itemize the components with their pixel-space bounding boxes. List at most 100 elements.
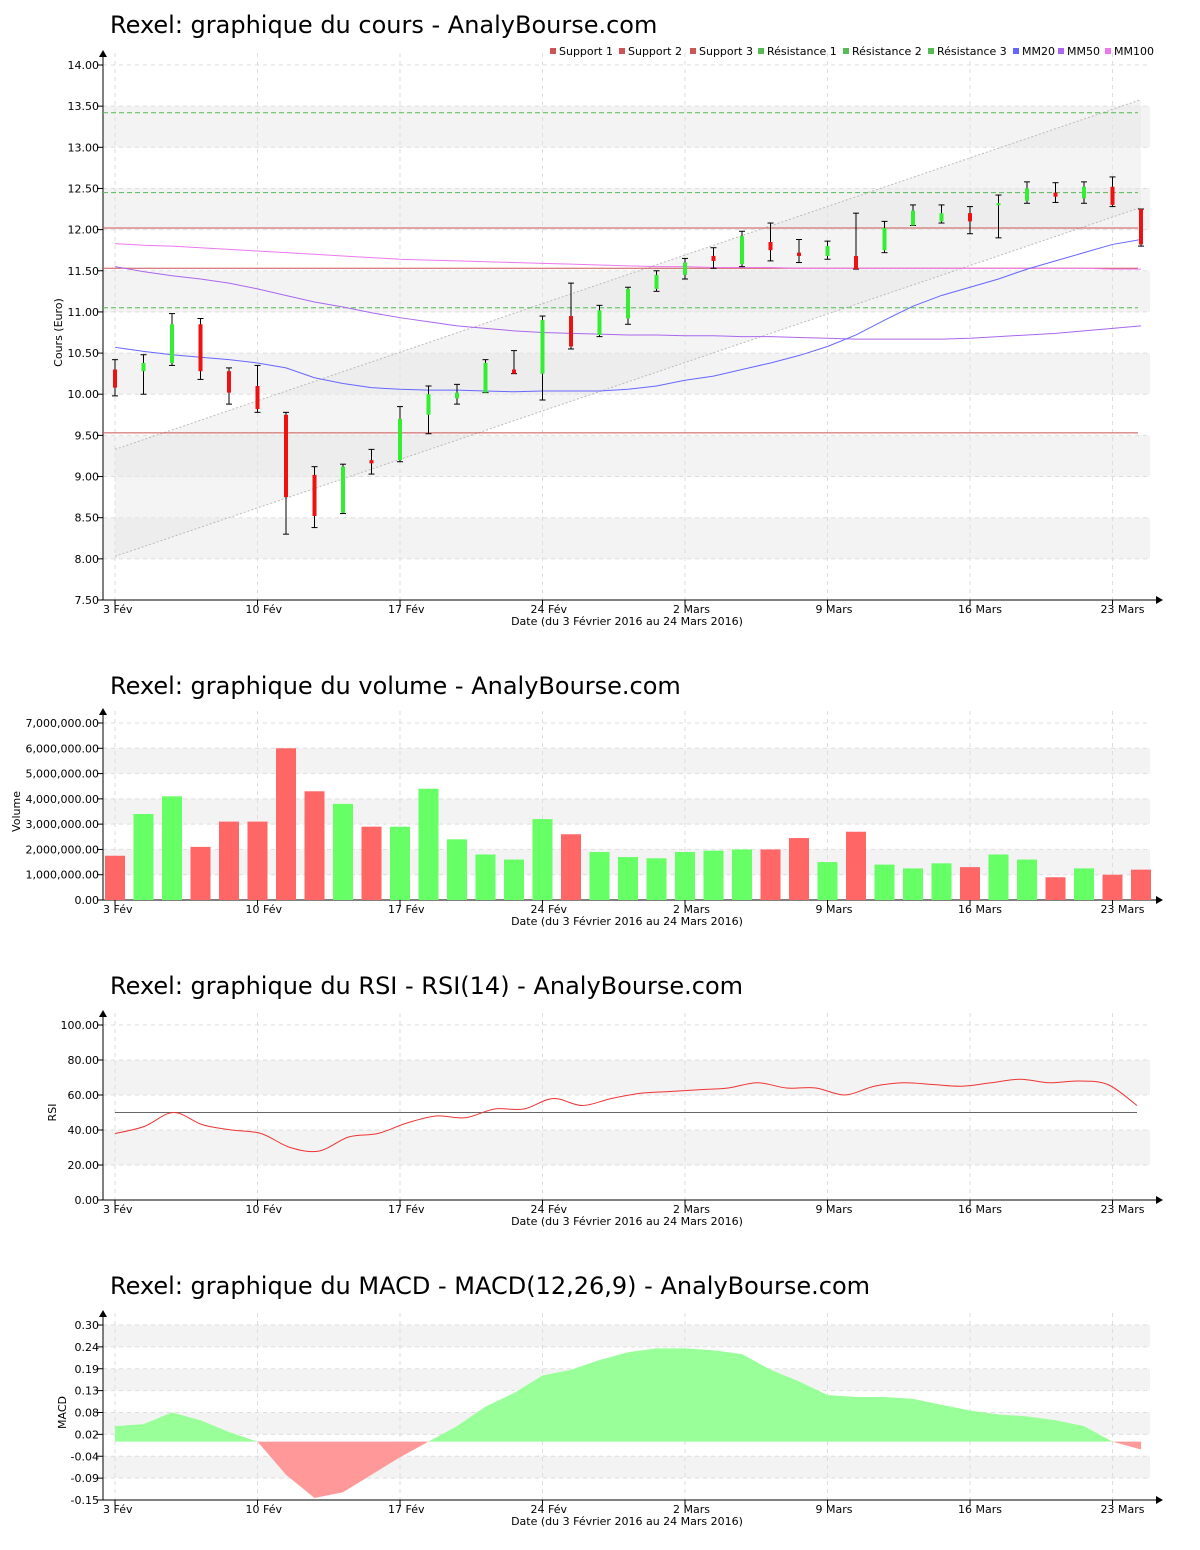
mm100-line	[114, 243, 1141, 270]
y-tick-label: 0.30	[75, 1319, 100, 1332]
candle-body	[512, 369, 516, 374]
volume-bar	[789, 838, 809, 900]
x-axis-arrow	[1156, 1496, 1163, 1504]
candle-body	[198, 324, 203, 372]
macd-negative-area	[115, 1441, 1141, 1499]
volume-bar	[447, 839, 467, 900]
x-tick-label: 9 Mars	[816, 903, 853, 916]
y-tick-label: 12.00	[68, 224, 100, 237]
y-tick-label: 0.19	[75, 1363, 100, 1376]
candle-body	[626, 288, 630, 319]
candle-body	[711, 255, 716, 261]
x-axis-label: Date (du 3 Février 2016 au 24 Mars 2016)	[511, 1515, 743, 1528]
candle-body	[768, 241, 773, 251]
y-tick-label: 14.00	[68, 59, 100, 72]
chart-panel-bar: Rexel: graphique du volume - AnalyBourse…	[10, 672, 1163, 928]
grid-band	[103, 748, 1150, 774]
candle-body	[1110, 186, 1115, 205]
x-tick-label: 16 Mars	[958, 1203, 1002, 1216]
legend-label: Support 1	[559, 45, 613, 58]
x-tick-label: 2 Mars	[673, 1203, 710, 1216]
grid-band	[103, 1325, 1150, 1347]
y-tick-label: 0.13	[75, 1385, 100, 1398]
candle-body	[341, 466, 345, 513]
candle-body	[597, 310, 602, 335]
legend-label: MM100	[1114, 45, 1154, 58]
y-tick-label: 11.00	[68, 306, 100, 319]
legend-label: Support 2	[628, 45, 682, 58]
y-tick-label: 9.00	[75, 471, 100, 484]
rsi-line	[114, 1078, 1138, 1153]
candle-body	[141, 362, 146, 372]
candle-body	[854, 255, 858, 270]
candle-body	[569, 316, 573, 347]
x-axis-arrow	[1156, 896, 1163, 904]
candle-body	[284, 414, 288, 498]
candle-body	[654, 274, 659, 289]
candle-body	[1139, 209, 1143, 245]
volume-bar	[589, 851, 610, 900]
y-tick-label: 7.50	[75, 594, 100, 607]
volume-bar	[219, 821, 239, 900]
x-tick-label: 16 Mars	[958, 1503, 1002, 1516]
volume-bar	[390, 826, 410, 900]
volume-bar	[874, 864, 895, 900]
volume-bar	[561, 834, 581, 900]
y-tick-label: 4,000,000.00	[26, 793, 99, 806]
y-tick-label: 9.50	[75, 429, 100, 442]
candle-body	[455, 392, 459, 399]
legend-swatch	[690, 48, 696, 54]
legend-swatch	[1058, 48, 1064, 54]
x-tick-label: 3 Fév	[103, 903, 133, 916]
y-axis-label: Volume	[10, 791, 23, 832]
y-tick-label: 7,000,000.00	[26, 717, 99, 730]
volume-bar	[532, 819, 553, 900]
x-tick-label: 3 Fév	[103, 603, 133, 616]
y-tick-label: 0.00	[75, 1194, 100, 1207]
volume-bar	[162, 796, 182, 900]
x-tick-label: 17 Fév	[388, 1203, 425, 1216]
volume-bar	[988, 854, 1009, 900]
candle-body	[939, 213, 944, 222]
y-tick-label: 6,000,000.00	[26, 742, 99, 755]
y-tick-label: -0.04	[71, 1450, 99, 1463]
volume-bar	[475, 854, 496, 900]
legend-label: Résistance 3	[937, 45, 1007, 58]
candle-body	[227, 371, 231, 393]
volume-bar	[646, 858, 667, 900]
x-tick-label: 24 Fév	[531, 903, 568, 916]
volume-bar	[105, 855, 125, 900]
y-axis-arrow	[99, 50, 107, 57]
x-tick-label: 24 Fév	[531, 1503, 568, 1516]
y-tick-label: 13.50	[68, 100, 100, 113]
x-tick-label: 17 Fév	[388, 903, 425, 916]
legend-swatch	[550, 48, 556, 54]
y-tick-label: 2,000,000.00	[26, 843, 99, 856]
x-tick-label: 23 Mars	[1101, 1503, 1145, 1516]
legend-label: MM50	[1067, 45, 1100, 58]
candle-body	[369, 460, 374, 464]
legend-swatch	[928, 48, 934, 54]
volume-bar	[1074, 868, 1094, 900]
volume-bar	[361, 826, 382, 900]
grid-band	[103, 353, 1150, 395]
candle-body	[1025, 188, 1029, 201]
candle-body	[255, 386, 260, 410]
y-tick-label: 80.00	[68, 1054, 100, 1067]
x-tick-label: 10 Fév	[246, 603, 283, 616]
volume-bar	[760, 849, 781, 900]
x-axis-label: Date (du 3 Février 2016 au 24 Mars 2016)	[511, 915, 743, 928]
x-tick-label: 9 Mars	[816, 1203, 853, 1216]
y-tick-label: 3,000,000.00	[26, 818, 99, 831]
volume-bar	[703, 850, 724, 900]
x-tick-label: 2 Mars	[673, 903, 710, 916]
x-tick-label: 17 Fév	[388, 603, 425, 616]
legend-swatch	[758, 48, 764, 54]
x-axis-label: Date (du 3 Février 2016 au 24 Mars 2016)	[511, 1215, 743, 1228]
volume-bar	[190, 846, 211, 900]
mm50-line	[114, 266, 1142, 340]
chart-panel-area: Rexel: graphique du MACD - MACD(12,26,9)…	[56, 1272, 1163, 1528]
y-tick-label: 40.00	[68, 1124, 100, 1137]
y-tick-label: 60.00	[68, 1089, 100, 1102]
